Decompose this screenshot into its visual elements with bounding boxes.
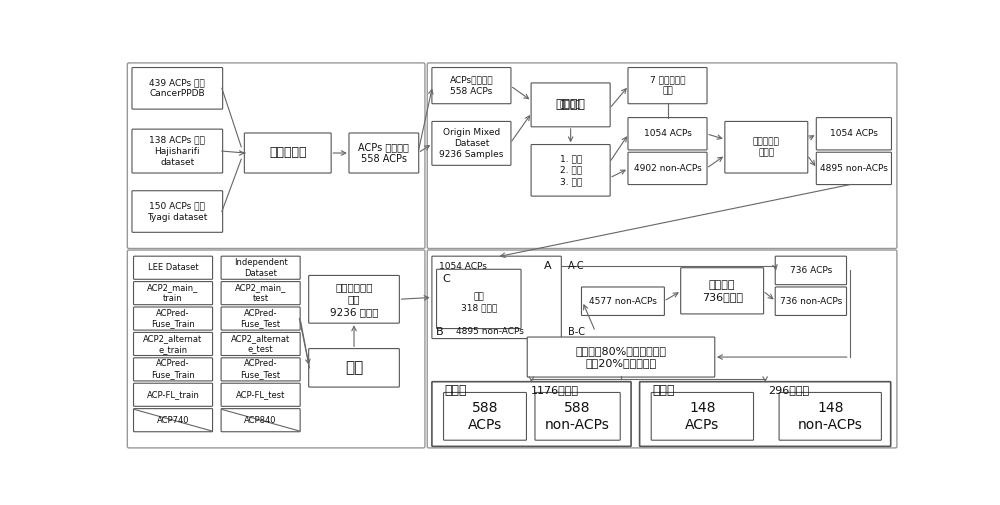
Text: ACPs 正例集合
558 ACPs: ACPs 正例集合 558 ACPs [358, 142, 409, 164]
FancyBboxPatch shape [444, 392, 526, 440]
FancyBboxPatch shape [432, 382, 631, 446]
Text: ACP2_main_
test: ACP2_main_ test [235, 283, 286, 303]
FancyBboxPatch shape [527, 337, 715, 377]
FancyBboxPatch shape [221, 383, 300, 407]
FancyBboxPatch shape [221, 307, 300, 330]
FancyBboxPatch shape [581, 287, 664, 316]
FancyBboxPatch shape [628, 118, 707, 150]
Text: LEE Dataset: LEE Dataset [148, 263, 198, 272]
Text: Independent
Dataset: Independent Dataset [234, 258, 288, 278]
Text: ACP740: ACP740 [157, 416, 189, 425]
Text: C: C [442, 274, 450, 284]
Text: 4577 non-ACPs: 4577 non-ACPs [589, 297, 657, 306]
Text: ACP840: ACP840 [244, 416, 277, 425]
FancyBboxPatch shape [651, 392, 754, 440]
FancyBboxPatch shape [134, 409, 213, 432]
Text: 合并并去重: 合并并去重 [269, 146, 306, 160]
FancyBboxPatch shape [725, 121, 808, 173]
Text: B-C: B-C [568, 327, 585, 337]
Text: A-C: A-C [568, 261, 585, 271]
Text: 588
ACPs: 588 ACPs [468, 400, 502, 432]
Text: 随机选取
736个样本: 随机选取 736个样本 [702, 280, 743, 302]
Text: 1. 合并
2. 去重
3. 划分: 1. 合并 2. 去重 3. 划分 [560, 155, 582, 186]
FancyBboxPatch shape [221, 332, 300, 356]
Text: ACPred-
Fuse_Test: ACPred- Fuse_Test [241, 360, 281, 379]
Text: 4902 non-ACPs: 4902 non-ACPs [634, 164, 701, 173]
Text: 1176个样本: 1176个样本 [531, 385, 579, 395]
Text: ACP-FL_test: ACP-FL_test [236, 390, 285, 399]
FancyBboxPatch shape [535, 392, 620, 440]
FancyBboxPatch shape [221, 282, 300, 305]
Text: ACPred-
Fuse_Train: ACPred- Fuse_Train [151, 309, 195, 329]
Text: 文集
318 个样本: 文集 318 个样本 [461, 293, 497, 313]
FancyBboxPatch shape [244, 133, 331, 173]
Text: 736 non-ACPs: 736 non-ACPs [780, 297, 842, 306]
Text: 4895 non-ACPs: 4895 non-ACPs [456, 327, 524, 336]
Text: 随机选择80%作为训练集，
其余20%作为测试集: 随机选择80%作为训练集， 其余20%作为测试集 [576, 346, 666, 368]
FancyBboxPatch shape [531, 83, 610, 127]
FancyBboxPatch shape [437, 269, 521, 329]
FancyBboxPatch shape [816, 118, 891, 150]
Text: ACPred-
Fuse_Test: ACPred- Fuse_Test [241, 309, 281, 329]
FancyBboxPatch shape [816, 152, 891, 184]
Text: 1054 ACPs: 1054 ACPs [439, 262, 487, 271]
FancyBboxPatch shape [779, 392, 881, 440]
Text: 138 ACPs 来自
Hajisharifi
dataset: 138 ACPs 来自 Hajisharifi dataset [149, 135, 205, 167]
FancyBboxPatch shape [640, 382, 891, 446]
Text: 测试集: 测试集 [652, 384, 674, 396]
Text: 296个样本: 296个样本 [768, 385, 809, 395]
FancyBboxPatch shape [134, 358, 213, 381]
FancyBboxPatch shape [432, 121, 511, 165]
Text: 便签验证: 便签验证 [556, 98, 586, 112]
FancyBboxPatch shape [628, 68, 707, 104]
Text: ACPred-
Fuse_Train: ACPred- Fuse_Train [151, 360, 195, 379]
Text: 1054 ACPs: 1054 ACPs [830, 129, 878, 138]
FancyBboxPatch shape [132, 129, 223, 173]
FancyBboxPatch shape [309, 275, 399, 323]
Text: ACP2_alternat
e_test: ACP2_alternat e_test [231, 334, 290, 354]
FancyBboxPatch shape [134, 282, 213, 305]
Text: 4895 non-ACPs: 4895 non-ACPs [820, 164, 888, 173]
FancyBboxPatch shape [132, 68, 223, 109]
FancyBboxPatch shape [134, 256, 213, 279]
Text: 便签验证: 便签验证 [560, 100, 581, 110]
FancyBboxPatch shape [628, 152, 707, 184]
Text: B: B [436, 327, 443, 337]
FancyBboxPatch shape [221, 358, 300, 381]
FancyBboxPatch shape [221, 256, 300, 279]
Text: Origin Mixed
Dataset
9236 Samples: Origin Mixed Dataset 9236 Samples [439, 128, 504, 159]
Text: 训练集: 训练集 [444, 384, 467, 396]
FancyBboxPatch shape [775, 256, 847, 285]
FancyBboxPatch shape [681, 268, 764, 314]
Text: 439 ACPs 来自
CancerPPDB: 439 ACPs 来自 CancerPPDB [149, 78, 205, 98]
FancyBboxPatch shape [134, 332, 213, 356]
FancyBboxPatch shape [134, 383, 213, 407]
FancyBboxPatch shape [132, 191, 223, 232]
Text: 150 ACPs 来自
Tyagi dataset: 150 ACPs 来自 Tyagi dataset [147, 201, 208, 222]
Text: 1054 ACPs: 1054 ACPs [644, 129, 691, 138]
Text: ACP2_alternat
e_train: ACP2_alternat e_train [143, 334, 203, 354]
FancyBboxPatch shape [349, 133, 419, 173]
Text: 148
ACPs: 148 ACPs [685, 400, 720, 432]
Text: 7 个错误标注
序列: 7 个错误标注 序列 [650, 76, 685, 95]
Text: A: A [544, 261, 551, 271]
Text: ACP-FL_train: ACP-FL_train [147, 390, 199, 399]
Text: 588
non-ACPs: 588 non-ACPs [545, 400, 610, 432]
Text: 736 ACPs: 736 ACPs [790, 266, 832, 275]
Text: 去除错误标
注序列: 去除错误标 注序列 [753, 137, 780, 157]
FancyBboxPatch shape [531, 144, 610, 196]
Text: ACP2_main_
train: ACP2_main_ train [147, 283, 199, 303]
FancyBboxPatch shape [134, 307, 213, 330]
Text: ACPs正例集合
558 ACPs: ACPs正例集合 558 ACPs [450, 76, 493, 95]
Text: 原始的混合数
据集
9236 个样本: 原始的混合数 据集 9236 个样本 [330, 282, 378, 317]
FancyBboxPatch shape [775, 287, 847, 316]
Text: 148
non-ACPs: 148 non-ACPs [798, 400, 863, 432]
Text: 合并: 合并 [345, 361, 363, 375]
FancyBboxPatch shape [432, 68, 511, 104]
FancyBboxPatch shape [221, 409, 300, 432]
FancyBboxPatch shape [432, 256, 561, 338]
FancyBboxPatch shape [309, 348, 399, 387]
